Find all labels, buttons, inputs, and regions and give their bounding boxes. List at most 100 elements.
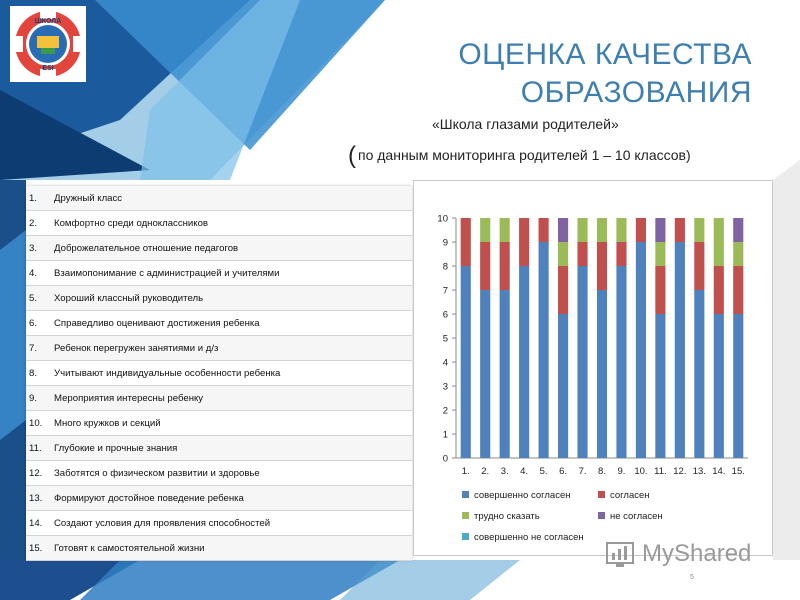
bar-segment (480, 242, 491, 290)
title-line-1: ОЦЕНКА КАЧЕСТВА (458, 38, 752, 71)
list-item-number: 5. (29, 293, 38, 304)
page-number: 5 (690, 574, 694, 581)
bar-segment (655, 314, 666, 458)
y-tick-label: 3 (443, 382, 448, 393)
bar-segment (616, 218, 627, 242)
bar-segment (577, 242, 588, 266)
subtitle: «Школа глазами родителей» (432, 116, 619, 132)
bar-segment (655, 242, 666, 266)
bar-segment (674, 218, 685, 242)
bar-segment (616, 266, 627, 458)
bar-segment (733, 314, 744, 458)
bar-segment (499, 218, 510, 242)
legend-label: трудно сказать (474, 511, 540, 522)
list-item: 9. Мероприятия интересны ребенку (26, 386, 412, 411)
bar-segment (558, 314, 569, 458)
x-tick-label: 15. (732, 466, 745, 477)
page-title: ОЦЕНКА КАЧЕСТВА ОБРАЗОВАНИЯ (458, 36, 752, 112)
list-item-text: Готовят к самостоятельной жизни (54, 543, 205, 554)
list-item-number: 1. (29, 193, 38, 204)
bar-segment (655, 266, 666, 314)
bar-segment (519, 266, 530, 458)
bar-segment (655, 218, 666, 242)
list-item-number: 15. (29, 543, 43, 554)
list-item-text: Хороший классный руководитель (54, 293, 204, 304)
list-item-number: 3. (29, 243, 38, 254)
y-tick-label: 9 (443, 238, 448, 249)
bar-segment (733, 266, 744, 314)
list-item: 1. Дружный класс (26, 186, 412, 211)
bar-segment (558, 242, 569, 266)
x-tick-label: 4. (520, 466, 528, 477)
x-tick-label: 1. (462, 466, 470, 477)
x-tick-label: 14. (712, 466, 725, 477)
list-item: 3. Доброжелательное отношение педагогов (26, 236, 412, 261)
list-item: 8. Учитывают индивидуальные особенности р… (26, 361, 412, 386)
myshared-logo-icon (606, 542, 634, 567)
list-item-number: 11. (29, 443, 42, 454)
watermark-text: MyShared (642, 540, 752, 567)
x-tick-label: 5. (540, 466, 548, 477)
list-item-number: 12. (29, 468, 43, 479)
bar-segment (499, 242, 510, 290)
legend-swatch (598, 491, 605, 498)
school-logo: ШКОЛА ESI (10, 6, 86, 82)
bar-segment (480, 290, 491, 458)
legend-swatch (462, 512, 469, 519)
list-item: 6. Справедливо оценивают достижения ребен… (26, 311, 412, 336)
bar-segment (713, 266, 724, 314)
list-item-number: 13. (29, 493, 43, 504)
list-item-text: Доброжелательное отношение педагогов (54, 243, 239, 254)
bar-segment (558, 266, 569, 314)
list-item-number: 6. (29, 318, 38, 329)
legend-label: согласен (610, 490, 650, 501)
list-item-text: Учитывают индивидуальные особенности реб… (54, 368, 281, 379)
y-tick-label: 7 (443, 286, 448, 297)
criteria-list: 1. Дружный класс 2. Комфортно среди однокла… (26, 186, 412, 561)
list-item-number: 10. (29, 418, 43, 429)
list-item: 7. Ребенок перегружен занятиями и д/з (26, 336, 412, 361)
x-tick-label: 8. (598, 466, 606, 477)
list-item-text: Комфортно среди одноклассников (54, 218, 209, 229)
x-tick-label: 13. (693, 466, 706, 477)
y-tick-label: 2 (443, 406, 448, 417)
source-note: (по данным мониторинга родителей 1 – 10 … (348, 142, 691, 170)
watermark: MyShared (606, 538, 776, 574)
list-item-number: 14. (29, 518, 43, 529)
legend-swatch (462, 491, 469, 498)
list-item: 2. Комфортно среди одноклассников (26, 211, 412, 236)
list-item-text: Создают условия для проявления способнос… (54, 518, 271, 529)
list-item-text: Справедливо оценивают достижения ребенка (54, 318, 260, 329)
bar-segment (635, 218, 646, 242)
list-item: 11. Глубокие и прочные знания (26, 436, 412, 461)
bar-segment (519, 218, 530, 266)
list-item: 10. Много кружков и секций (26, 411, 412, 436)
bar-segment (577, 218, 588, 242)
list-item: 4. Взаимопонимание с администрацией и учи… (26, 261, 412, 286)
logo-text-bottom: ESI (42, 65, 53, 72)
x-tick-label: 9. (617, 466, 625, 477)
bar-segment (499, 290, 510, 458)
y-tick-label: 4 (443, 358, 448, 369)
y-tick-label: 8 (443, 262, 448, 273)
bar-segment (635, 242, 646, 458)
bar-segment (460, 266, 471, 458)
list-item: 13. Формируют достойное поведение ребенка (26, 486, 412, 511)
bar-segment (460, 218, 471, 266)
list-item-text: Дружный класс (54, 193, 123, 204)
y-tick-label: 6 (443, 310, 448, 321)
list-item: 5. Хороший классный руководитель (26, 286, 412, 311)
x-tick-label: 11. (654, 466, 667, 477)
bar-segment (596, 242, 608, 290)
bar-segment (596, 290, 608, 458)
bar-segment (596, 218, 608, 242)
y-tick-label: 5 (443, 334, 448, 345)
bar-segment (538, 242, 549, 458)
list-item-number: 8. (29, 368, 38, 379)
bar-segment (713, 314, 724, 458)
x-tick-label: 2. (481, 466, 489, 477)
x-tick-label: 6. (559, 466, 567, 477)
legend-label: не согласен (610, 511, 663, 522)
bar-segment (694, 290, 705, 458)
